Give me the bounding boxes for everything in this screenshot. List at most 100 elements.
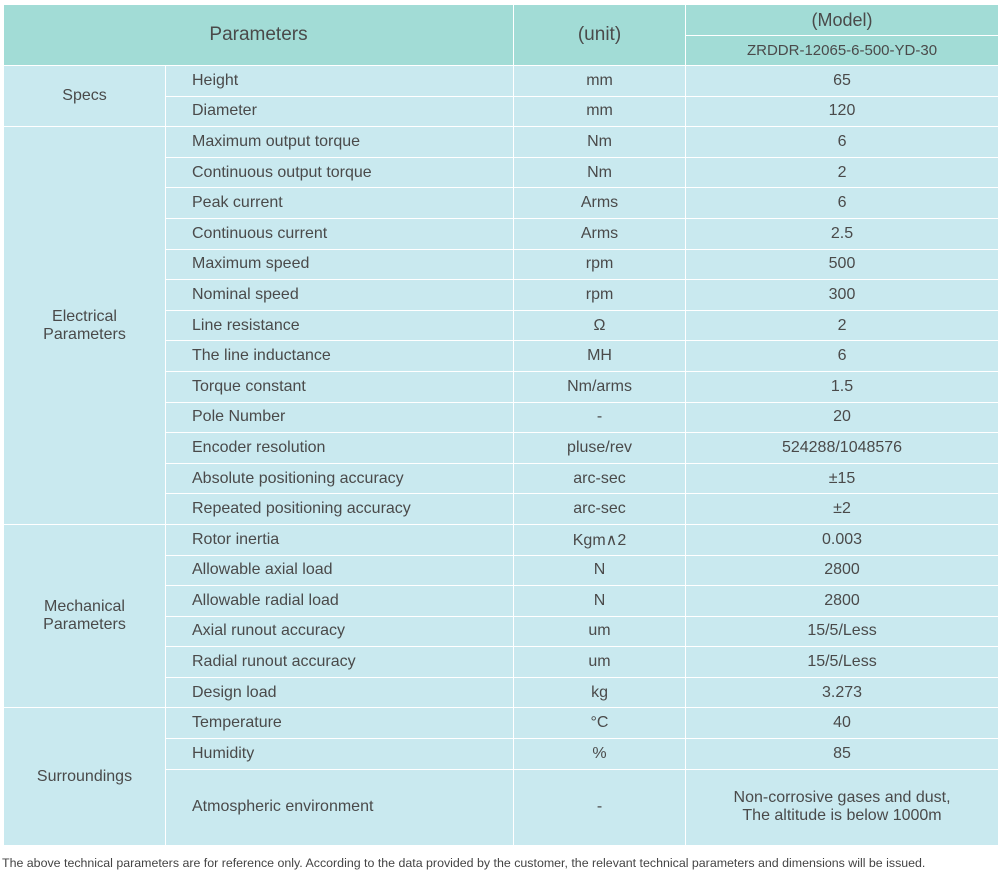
param-unit: mm [513, 95, 687, 128]
param-unit: Arms [513, 187, 687, 219]
param-name: Continuous current [164, 217, 515, 250]
param-value: 6 [685, 126, 1000, 158]
table-row: Diameter mm 120 [4, 95, 1000, 128]
param-name: Continuous output torque [164, 156, 515, 189]
param-unit: um [513, 646, 687, 678]
param-unit: pluse/rev [513, 432, 687, 464]
param-value: 15/5/Less [685, 646, 1000, 678]
param-name: Diameter [164, 95, 515, 128]
param-value: 1.5 [685, 370, 1000, 403]
table-row: Repeated positioning accuracy arc-sec ±2 [4, 493, 1000, 525]
param-name: Peak current [164, 187, 515, 219]
param-unit: Nm/arms [513, 370, 687, 403]
table-row: Encoder resolution pluse/rev 524288/104857… [4, 432, 1000, 464]
param-value: 65 [685, 65, 1000, 97]
table-row: Maximum speed rpm 500 [4, 248, 1000, 281]
param-unit: kg [513, 676, 687, 709]
table-row: Pole Number -20 [4, 401, 1000, 434]
table-row: Nominal speed rpm 300 [4, 279, 1000, 311]
table-row: Continuous output torque Nm 2 [4, 156, 1000, 189]
param-value: ±15 [685, 462, 1000, 495]
param-name: Pole Number [164, 401, 515, 434]
param-value: 500 [685, 248, 1000, 281]
param-name: Line resistance [164, 309, 515, 342]
param-name: Encoder resolution [164, 432, 515, 464]
table-row: Peak current Arms 6 [4, 187, 1000, 219]
spec-table-wrap: Parameters (unit) (Model) ZRDDR-12065-6-… [2, 4, 1000, 846]
param-unit: Nm [513, 156, 687, 189]
footnote: The above technical parameters are for r… [2, 856, 926, 870]
group-name: Surroundings [3, 707, 166, 846]
param-value: 120 [685, 95, 1000, 128]
table-row: Allowable axial load N 2800 [4, 554, 1000, 587]
param-unit: N [513, 585, 687, 617]
param-name: Repeated positioning accuracy [164, 493, 515, 525]
param-value: 2 [685, 156, 1000, 189]
param-value: 2800 [685, 554, 1000, 587]
param-unit: % [513, 738, 687, 770]
param-unit: um [513, 615, 687, 648]
param-value: 2800 [685, 585, 1000, 617]
param-value: 20 [685, 401, 1000, 434]
param-name: Height [164, 65, 515, 97]
param-value: 300 [685, 279, 1000, 311]
param-value: 0.003 [685, 523, 1000, 556]
param-name: Rotor inertia [164, 523, 515, 556]
param-unit: Arms [513, 217, 687, 250]
param-unit: arc-sec [513, 462, 687, 495]
table-row: Continuous current Arms 2.5 [4, 217, 1000, 250]
param-value: 40 [685, 707, 1000, 740]
param-name: Radial runout accuracy [164, 646, 515, 678]
param-value: 2 [685, 309, 1000, 342]
param-unit: °C [513, 707, 687, 740]
param-name: The line inductance [164, 340, 515, 372]
table-row: Surroundings Temperature °C 40 [3, 707, 1000, 846]
param-name: Axial runout accuracy [164, 615, 515, 648]
table-row: Allowable radial load N 2800 [4, 585, 1000, 617]
param-name: Absolute positioning accuracy [164, 462, 515, 495]
header-model: (Model) [685, 4, 1000, 36]
param-name: Design load [164, 676, 515, 709]
param-name: Allowable axial load [164, 554, 515, 587]
group-name: Electrical Parameters [3, 126, 166, 525]
param-name: Torque constant [164, 370, 515, 403]
param-value: ±2 [685, 493, 1000, 525]
param-value: 524288/1048576 [685, 432, 1000, 464]
table-row: Specs Height mm 65 [3, 64, 1000, 128]
param-unit: - [513, 401, 687, 434]
param-unit: Kgm∧2 [513, 523, 687, 556]
param-unit: rpm [513, 279, 687, 311]
param-name: Atmospheric environment [164, 768, 515, 846]
param-value: 6 [685, 340, 1000, 372]
param-name: Humidity [164, 738, 515, 770]
param-name: Allowable radial load [164, 585, 515, 617]
spec-table: Parameters (unit) (Model) ZRDDR-12065-6-… [2, 4, 1000, 846]
param-unit: - [513, 768, 687, 846]
param-value: 15/5/Less [685, 615, 1000, 648]
table-row: Electrical Parameters Maximum output torq… [3, 126, 1000, 525]
param-value: Non-corrosive gases and dust, The altitud… [685, 768, 1000, 846]
param-value: 85 [685, 738, 1000, 770]
table-row: Mechanical Parameters Rotor inertia Kgm∧2 0… [3, 523, 1000, 709]
param-unit: MH [513, 340, 687, 372]
param-unit: arc-sec [513, 493, 687, 525]
table-row: Line resistance Ω 2 [4, 309, 1000, 342]
param-unit: N [513, 554, 687, 587]
header-model-name: ZRDDR-12065-6-500-YD-30 [685, 35, 1000, 66]
value-line: Non-corrosive gases and dust, [733, 789, 951, 807]
param-unit: Nm [513, 126, 687, 158]
param-name: Nominal speed [164, 279, 515, 311]
table-row: Absolute positioning accuracy arc-sec ±15 [4, 462, 1000, 495]
param-name: Maximum output torque [164, 126, 515, 158]
group-name: Specs [3, 64, 166, 128]
table-row: Atmospheric environment - Non-corrosive ga… [4, 768, 1000, 846]
param-name: Temperature [164, 707, 515, 740]
value-line: The altitude is below 1000m [742, 807, 942, 825]
param-unit: rpm [513, 248, 687, 281]
param-name: Maximum speed [164, 248, 515, 281]
header-unit: (unit) [513, 4, 687, 66]
table-body: Specs Height mm 65 Diameter mm 120 Electrical P… [3, 64, 1000, 846]
param-value: 6 [685, 187, 1000, 219]
param-unit: Ω [513, 309, 687, 342]
